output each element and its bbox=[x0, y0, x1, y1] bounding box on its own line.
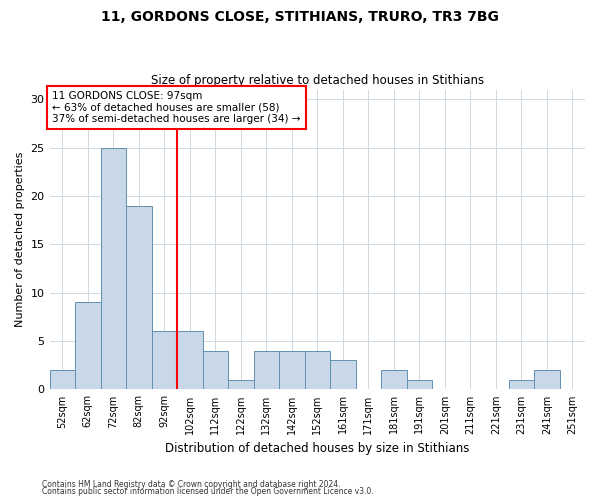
Bar bbox=[101, 148, 126, 390]
Text: 11, GORDONS CLOSE, STITHIANS, TRURO, TR3 7BG: 11, GORDONS CLOSE, STITHIANS, TRURO, TR3… bbox=[101, 10, 499, 24]
Bar bbox=[407, 380, 432, 390]
Bar bbox=[330, 360, 356, 390]
Bar bbox=[152, 332, 177, 390]
Y-axis label: Number of detached properties: Number of detached properties bbox=[15, 152, 25, 327]
X-axis label: Distribution of detached houses by size in Stithians: Distribution of detached houses by size … bbox=[165, 442, 469, 455]
Bar bbox=[305, 350, 330, 390]
Bar bbox=[254, 350, 279, 390]
Bar bbox=[177, 332, 203, 390]
Text: 11 GORDONS CLOSE: 97sqm
← 63% of detached houses are smaller (58)
37% of semi-de: 11 GORDONS CLOSE: 97sqm ← 63% of detache… bbox=[52, 91, 301, 124]
Bar bbox=[534, 370, 560, 390]
Bar bbox=[228, 380, 254, 390]
Bar bbox=[381, 370, 407, 390]
Bar bbox=[75, 302, 101, 390]
Title: Size of property relative to detached houses in Stithians: Size of property relative to detached ho… bbox=[151, 74, 484, 87]
Text: Contains HM Land Registry data © Crown copyright and database right 2024.: Contains HM Land Registry data © Crown c… bbox=[42, 480, 341, 489]
Bar bbox=[279, 350, 305, 390]
Bar bbox=[126, 206, 152, 390]
Bar bbox=[50, 370, 75, 390]
Bar bbox=[509, 380, 534, 390]
Text: Contains public sector information licensed under the Open Government Licence v3: Contains public sector information licen… bbox=[42, 488, 374, 496]
Bar bbox=[203, 350, 228, 390]
